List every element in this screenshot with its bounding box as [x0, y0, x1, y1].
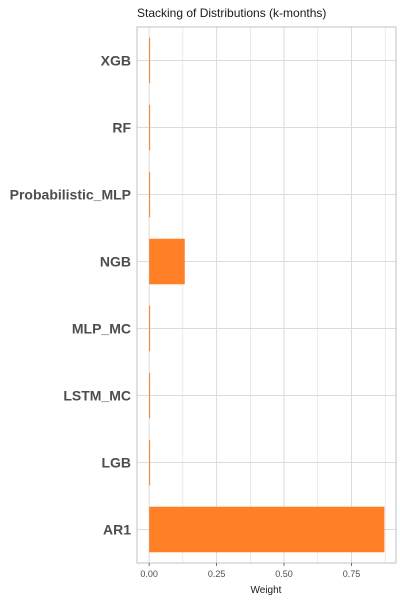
- category-label-rf: RF: [112, 120, 131, 136]
- x-tick-label: 0.25: [208, 569, 226, 579]
- category-label-ngb: NGB: [100, 254, 131, 270]
- bar-lgb: [149, 439, 151, 486]
- bar-probabilistic-mlp: [149, 171, 151, 218]
- bar-lstm-mc: [149, 372, 151, 419]
- x-tick-label: 0.75: [343, 569, 361, 579]
- panel-border: [136, 26, 397, 564]
- category-label-mlp-mc: MLP_MC: [72, 321, 131, 337]
- x-axis-ticks: 0.00 0.25 0.50 0.75: [140, 563, 360, 579]
- category-label-lgb: LGB: [101, 455, 131, 471]
- x-tick-label: 0.00: [140, 569, 158, 579]
- category-label-ar1: AR1: [103, 522, 131, 538]
- chart-title: Stacking of Distributions (k-months): [137, 6, 326, 20]
- bar-ngb: [149, 238, 185, 285]
- x-tick-label: 0.50: [275, 569, 293, 579]
- panel-background: [137, 27, 396, 563]
- bars-group: [149, 37, 385, 553]
- bar-ar1: [149, 506, 385, 553]
- category-label-lstm-mc: LSTM_MC: [63, 388, 131, 404]
- category-label-probabilistic-mlp: Probabilistic_MLP: [10, 187, 131, 203]
- x-axis-title: Weight: [251, 585, 282, 596]
- category-labels: XGB RF Probabilistic_MLP NGB MLP_MC LSTM_MC LG…: [10, 53, 132, 538]
- bar-mlp-mc: [149, 305, 151, 352]
- bar-xgb: [149, 37, 151, 84]
- plot-panel: [136, 26, 397, 564]
- category-label-xgb: XGB: [101, 53, 131, 69]
- bar-rf: [149, 104, 151, 151]
